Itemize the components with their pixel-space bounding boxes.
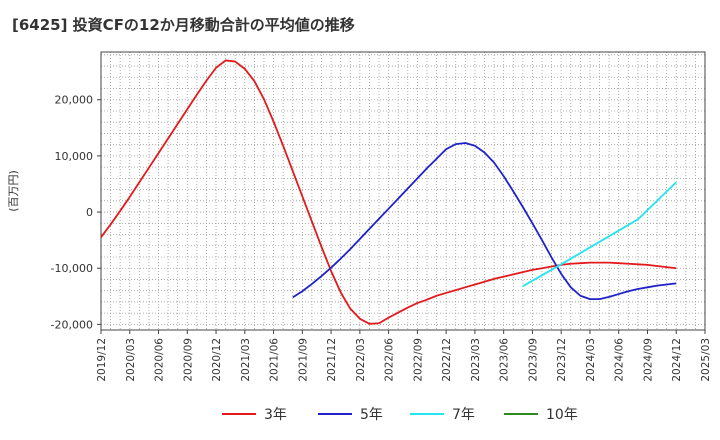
x-tick-label: 2021/03 bbox=[240, 338, 252, 382]
x-tick-label: 2023/06 bbox=[499, 338, 511, 382]
y-tick-label: 0 bbox=[86, 206, 93, 219]
chart-title: [6425] 投資CFの12か月移動合計の平均値の推移 bbox=[12, 16, 355, 34]
x-tick-label: 2024/06 bbox=[614, 338, 626, 382]
x-tick-label: 2019/12 bbox=[96, 338, 108, 382]
x-tick-label: 2023/12 bbox=[556, 338, 568, 382]
plot-border bbox=[100, 51, 706, 331]
legend-label: 10年 bbox=[546, 407, 578, 423]
x-tick-label: 2020/03 bbox=[125, 338, 137, 382]
x-tick-label: 2021/12 bbox=[326, 338, 338, 382]
x-tick-label: 2025/03 bbox=[700, 338, 712, 382]
y-tick-label: 10,000 bbox=[55, 150, 94, 163]
x-tick-label: 2024/03 bbox=[585, 338, 597, 382]
x-tick-label: 2020/12 bbox=[211, 338, 223, 382]
x-tick-label: 2023/09 bbox=[527, 338, 539, 382]
y-tick-label: 20,000 bbox=[55, 94, 94, 107]
x-tick-label: 2021/09 bbox=[297, 338, 309, 382]
y-axis-label: (百万円) bbox=[7, 170, 20, 212]
x-tick-label: 2024/09 bbox=[642, 338, 654, 382]
x-tick-label: 2022/12 bbox=[441, 338, 453, 382]
series-line-3年 bbox=[100, 59, 677, 325]
x-tick-label: 2022/09 bbox=[412, 338, 424, 382]
x-tick-label: 2023/03 bbox=[470, 338, 482, 382]
x-tick-label: 2020/09 bbox=[182, 338, 194, 382]
y-tick-label: -10,000 bbox=[51, 262, 93, 275]
legend-label: 3年 bbox=[264, 407, 287, 423]
x-tick-label: 2021/06 bbox=[269, 338, 281, 382]
legend-label: 5年 bbox=[360, 407, 383, 423]
x-tick-label: 2022/03 bbox=[355, 338, 367, 382]
x-tick-label: 2022/06 bbox=[384, 338, 396, 382]
y-tick-label: -20,000 bbox=[51, 318, 93, 331]
x-tick-label: 2020/06 bbox=[154, 338, 166, 382]
series-line-7年 bbox=[522, 181, 677, 287]
legend-label: 7年 bbox=[452, 407, 475, 423]
series-line-5年 bbox=[292, 142, 677, 301]
x-tick-label: 2024/12 bbox=[671, 338, 683, 382]
plot-area bbox=[101, 52, 705, 330]
